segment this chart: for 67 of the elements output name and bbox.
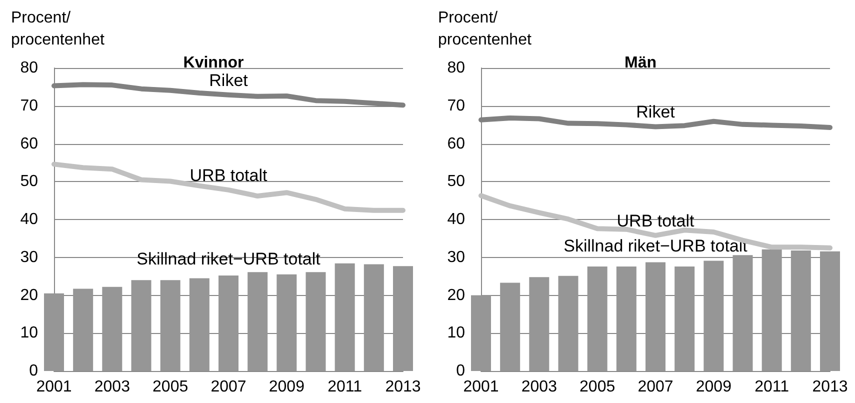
bar [529,277,550,371]
y-tick-label: 0 [456,362,466,380]
x-tick-label: 2013 [385,378,421,396]
bar [616,266,636,371]
y-tick-label: 30 [447,248,466,266]
y-tick-label: 20 [447,286,466,304]
bar [131,280,152,371]
x-tick-label: 2011 [328,378,362,396]
y-tick-label: 40 [447,211,466,228]
bar [73,288,94,371]
series-label: URB totalt [616,211,695,230]
x-tick-label: 2007 [210,378,246,396]
x-tick-label: 2005 [152,378,188,396]
bar [334,263,355,371]
bar [646,262,666,371]
y-tick-label: 50 [20,173,38,190]
x-tick-label: 2007 [638,378,674,396]
y-tick-label: 70 [447,97,466,114]
bar [471,295,491,371]
bar [306,272,326,371]
bar [500,282,520,371]
series-label: Riket [636,102,676,122]
series-label: Riket [209,70,248,90]
series-label: Skillnad riket−URB totalt [136,250,321,269]
bar [160,280,180,371]
bar [790,250,811,371]
x-tick-label: 2009 [268,378,305,396]
bar [393,266,413,371]
x-tick-label: 2003 [94,378,130,396]
bar [189,278,210,371]
bar [102,286,122,371]
x-tick-label: 2003 [521,378,558,396]
bar [820,251,840,371]
bar [218,276,238,371]
y-axis-title: Procent/ procentenhet [11,10,105,48]
bar [558,276,578,371]
y-tick-label: 60 [20,135,38,152]
y-tick-label: 10 [447,324,466,342]
bar [276,274,297,371]
y-tick-label: 60 [447,135,466,152]
bar [732,255,753,371]
y-tick-label: 20 [20,286,38,304]
bar [44,293,64,371]
y-tick-label: 80 [447,60,466,76]
series-label: URB totalt [190,166,268,185]
x-tick-label: 2013 [812,378,848,396]
bar [248,272,268,371]
bar [762,249,782,371]
bar [704,260,724,371]
bar [364,264,384,371]
chart-title: Män [624,54,656,72]
y-tick-label: 50 [447,173,466,190]
x-tick-label: 2011 [754,378,790,396]
bar [587,266,608,371]
y-tick-label: 80 [20,60,38,76]
y-tick-label: 70 [20,97,38,114]
y-tick-label: 30 [20,248,38,266]
chart-title: Kvinnor [183,54,244,72]
x-tick-label: 2005 [580,378,616,396]
x-tick-label: 2001 [463,378,499,396]
x-tick-label: 2001 [36,378,72,396]
bar [674,266,695,371]
y-tick-label: 0 [29,362,38,380]
y-tick-label: 10 [20,324,38,342]
y-tick-label: 40 [20,211,38,228]
y-axis-title: Procent/ procentenhet [438,10,532,48]
x-tick-label: 2009 [696,378,732,396]
